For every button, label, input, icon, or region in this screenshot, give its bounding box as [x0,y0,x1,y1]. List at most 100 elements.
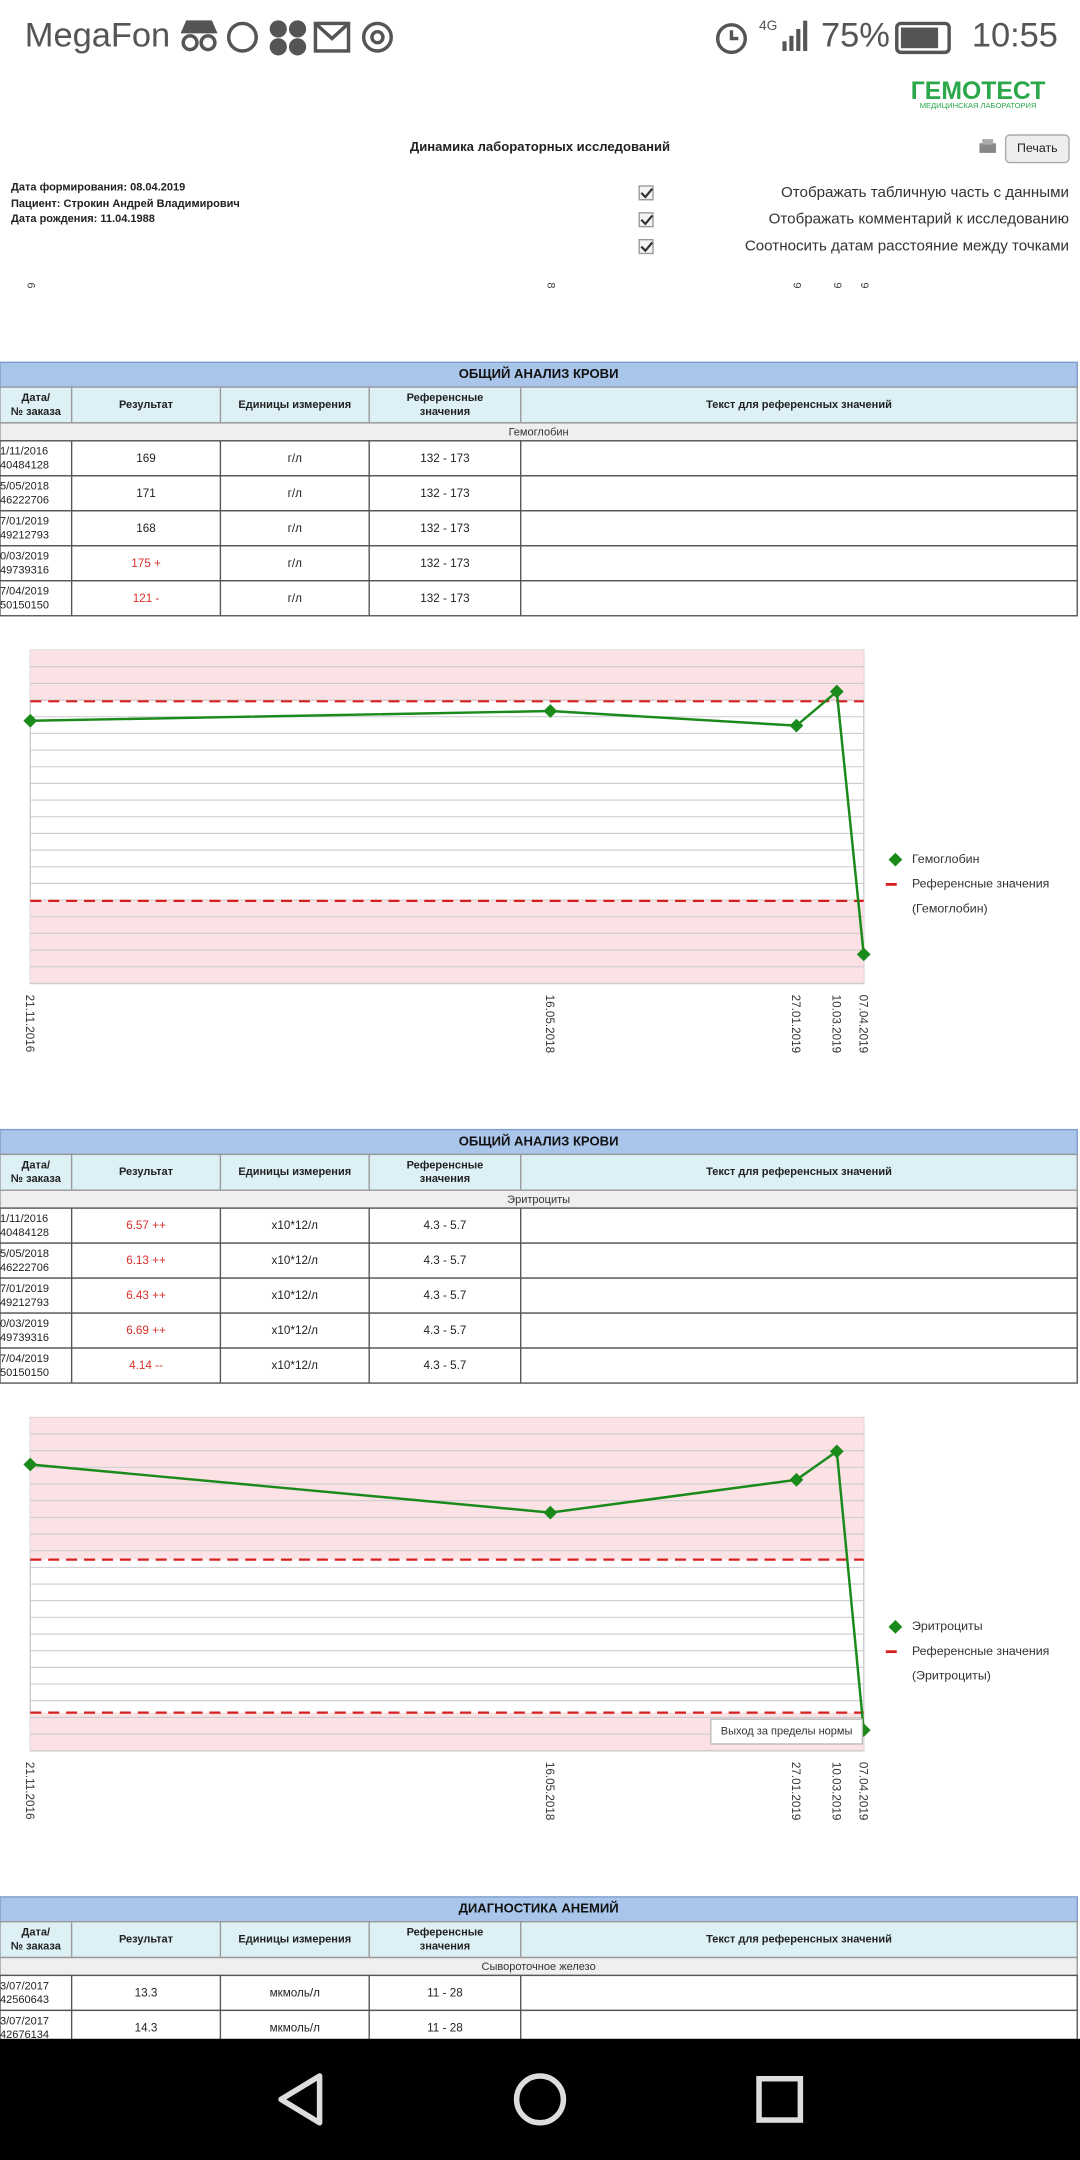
row-order: 49212793 [0,529,49,541]
row-range: 132 - 173 [420,557,469,570]
row-order: 40484128 [0,460,49,472]
tooltip [710,1718,864,1745]
checkmark [640,214,654,226]
column-title: № заказа [11,406,62,418]
data-point [543,704,558,718]
x-tick-label: 07.04.2019 [856,995,869,1053]
line-chart: 21.11.2016 16.05.2018 27.01.2019 10.03.2019… [23,1416,1049,1821]
legend-label: Эритроциты [912,1619,983,1633]
analyte-name: Сывороточное железо [482,1961,596,1973]
row-range: 132 - 173 [420,452,469,465]
signal-icon [782,20,808,51]
row-range: 132 - 173 [420,592,469,605]
top-axis-label: 9 [831,282,843,288]
column-title: Текст для референсных значений [706,399,892,411]
row-range: 4.3 - 5.7 [424,1219,467,1232]
print-button[interactable] [1004,134,1070,164]
checkbox[interactable] [638,212,654,228]
checkmark [640,188,654,199]
row-units: x10*12/л [272,1289,319,1302]
row-result: 4.14 -- [129,1359,163,1372]
legend-label: Референсные значения [912,877,1049,891]
column-title: Текст для референсных значений [706,1933,892,1945]
table-row [0,1974,1078,2012]
row-result: 6.43 ++ [126,1289,166,1302]
column-header [0,386,1078,424]
row-order: 50150150 [0,1367,49,1379]
row-range: 132 - 173 [420,522,469,535]
section-title: ДИАГНОСТИКА АНЕМИЙ [459,1901,619,1916]
row-order: 42676134 [0,2029,49,2041]
column-title: Единицы измерения [238,1933,351,1945]
printer-icon [979,139,996,153]
analyte-name: Эритроциты [507,1194,570,1206]
row-result: 13.3 [135,1986,158,1999]
section-header [0,361,1078,388]
logo: ГЕМОТЕСТ [911,78,1046,105]
row-order: 46222706 [0,1262,49,1274]
checkbox[interactable] [638,239,654,255]
x-tick-label: 10.03.2019 [829,995,842,1053]
row-units: г/л [288,592,303,605]
table-row [0,1312,1078,1349]
row-date: 7/04/2019 [0,586,49,598]
out-of-range-low [30,900,864,984]
row-range: 11 - 28 [427,2021,463,2034]
row-date: 7/01/2019 [0,516,49,528]
row-order: 49739316 [0,1332,49,1344]
checkbox[interactable] [638,185,654,201]
column-title: Результат [119,1933,174,1945]
column-title: № заказа [11,1940,62,1952]
top-axis-label: 8 [544,282,556,288]
row-date: 0/03/2019 [0,1318,49,1330]
x-tick-label: 16.05.2018 [543,1762,556,1821]
clock: 10:55 [972,16,1058,54]
row-result: 175 + [131,557,161,570]
network: 4G [759,18,777,33]
column-title: Результат [119,399,174,411]
table-row [0,475,1078,512]
patient-name: Пациент: Строкин Андрей Владимирович [11,198,240,210]
column-title: значения [420,1940,470,1952]
top-axis-label: 6 [24,282,36,288]
column-header [0,1920,1078,1959]
print-button-label[interactable]: Печать [1017,141,1058,155]
data-point [856,947,871,962]
x-tick-label: 27.01.2019 [789,1762,802,1821]
column-title: Референсные [407,392,484,404]
x-tick-label: 10.03.2019 [829,1762,842,1821]
row-date: 3/07/2017 [0,1980,49,1992]
row-date: 5/05/2018 [0,1248,49,1260]
row-result: 6.13 ++ [126,1254,166,1267]
table-row [0,440,1078,477]
column-title: № заказа [11,1173,62,1185]
row-range: 132 - 173 [420,487,469,500]
x-tick-label: 21.11.2016 [23,1762,36,1820]
row-order: 49739316 [0,564,49,576]
column-title: Дата/ [22,1159,51,1171]
table-row [0,510,1078,547]
data-point [543,1505,558,1520]
column-title: Единицы измерения [238,1166,351,1178]
column-title: значения [420,1173,470,1185]
home-button[interactable] [513,2073,567,2126]
section-title: ОБЩИЙ АНАЛИЗ КРОВИ [459,366,619,381]
row-result: 121 - [133,592,160,605]
column-title: Дата/ [22,392,51,404]
row-units: мкмоль/л [270,2021,321,2034]
back-button[interactable] [278,2073,323,2126]
column-title: значения [420,406,470,418]
table-row [0,1242,1078,1279]
row-order: 46222706 [0,495,49,507]
x-tick-label: 27.01.2019 [789,995,802,1053]
column-title: Результат [119,1166,174,1178]
row-date: 5/05/2018 [0,481,49,493]
column-title: Текст для референсных значений [706,1166,892,1178]
row-units: x10*12/л [272,1254,319,1267]
option-label: Соотносить датам расстояние между точкам… [745,238,1069,255]
row-range: 4.3 - 5.7 [424,1254,467,1267]
row-units: г/л [288,487,303,500]
recents-button[interactable] [756,2075,804,2123]
